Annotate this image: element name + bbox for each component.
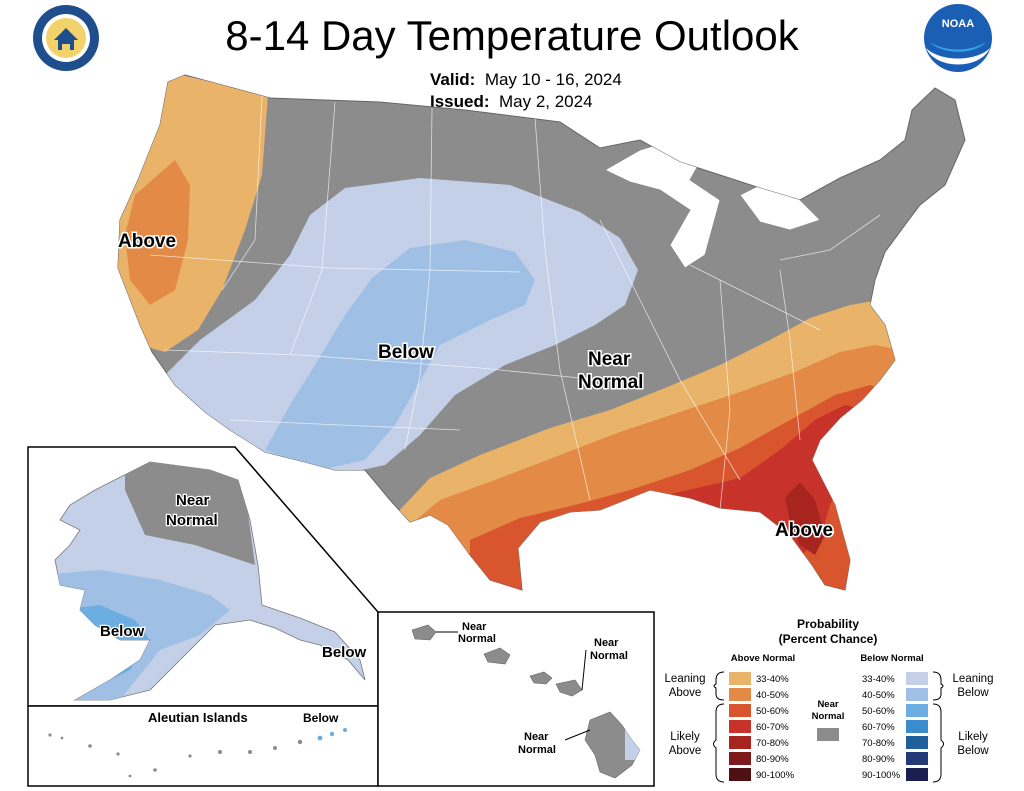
aleutian-inset-frame <box>27 705 379 787</box>
label-below-central: Below <box>378 342 434 363</box>
alaska-near-normal <box>125 462 255 565</box>
label-hawaii-near-a-2: Normal <box>458 633 496 645</box>
label-above-west: Above <box>118 231 176 252</box>
legend-leaning-above-1: Leaning <box>665 673 706 685</box>
legend-above-range-3: 50-60% <box>756 706 789 717</box>
legend-below-header: Below Normal <box>860 653 923 664</box>
hawaii-inset <box>377 611 655 787</box>
legend-above-header: Above Normal <box>731 653 795 664</box>
legend-above-ranges: 33-40% 40-50% 50-60% 60-70% 70-80% 80-90… <box>756 674 795 781</box>
legend-below-swatch-7 <box>906 768 928 781</box>
legend-below-range-1: 33-40% <box>862 674 895 685</box>
legend-above-swatch-6 <box>729 752 751 765</box>
map-labels: Above Below Near Normal Above Near Norma… <box>99 230 835 758</box>
aleutian-inset <box>27 705 379 787</box>
label-near-normal-1: Near <box>588 349 631 370</box>
legend-above-range-5: 70-80% <box>756 738 789 749</box>
legend-above-range-2: 40-50% <box>756 690 789 701</box>
legend-likely-below-2: Below <box>957 745 989 757</box>
legend-title-2: (Percent Chance) <box>779 632 878 646</box>
legend-above-swatch-4 <box>729 720 751 733</box>
legend-title-1: Probability <box>797 617 859 631</box>
legend-near-label-1: Near <box>817 699 838 710</box>
legend-below-range-2: 40-50% <box>862 690 895 701</box>
west-above-40-50 <box>125 160 190 305</box>
legend-above-range-4: 60-70% <box>756 722 789 733</box>
label-hawaii-near-a-1: Near <box>462 621 487 633</box>
legend-likely-above-1: Likely <box>670 731 700 743</box>
label-alaska-near-1: Near <box>176 492 210 509</box>
central-below-40-50 <box>265 240 535 470</box>
svg-text:NOAA: NOAA <box>942 18 974 30</box>
legend-below-swatch-2 <box>906 688 928 701</box>
hawaii-leader-lines <box>436 631 591 741</box>
label-alaska-near-2: Normal <box>166 512 218 529</box>
legend-below-swatch-5 <box>906 736 928 749</box>
label-hawaii-near-b-2: Normal <box>590 650 628 662</box>
legend-near-swatch <box>817 728 839 741</box>
hawaii-big-island <box>584 711 641 779</box>
valid-label: Valid: <box>430 70 476 89</box>
legend-braces <box>713 671 944 783</box>
state-boundaries <box>149 95 881 511</box>
legend-above-range-1: 33-40% <box>756 674 789 685</box>
issued-label: Issued: <box>430 92 490 111</box>
label-hawaii-near-b-1: Near <box>594 637 619 649</box>
legend-likely-above-2: Above <box>669 745 702 757</box>
commerce-seal-icon <box>33 5 99 71</box>
hawaii-islands <box>411 624 583 697</box>
legend: Probability (Percent Chance) Above Norma… <box>665 617 994 783</box>
legend-below-range-4: 60-70% <box>862 722 895 733</box>
label-aleutian-title: Aleutian Islands <box>148 710 248 725</box>
hawaii-big-island-below <box>625 730 640 760</box>
legend-above-swatches <box>729 672 751 781</box>
legend-leaning-below-1: Leaning <box>953 673 994 685</box>
legend-leaning-below-2: Below <box>957 687 989 699</box>
legend-below-range-5: 70-80% <box>862 738 895 749</box>
issued-value: May 2, 2024 <box>498 92 593 111</box>
legend-above-swatch-1 <box>729 672 751 685</box>
aleutian-islands <box>48 733 303 778</box>
alaska-inset <box>27 446 379 707</box>
legend-below-ranges: 33-40% 40-50% 50-60% 60-70% 70-80% 80-90… <box>862 674 901 781</box>
map-title: 8-14 Day Temperature Outlook <box>225 12 799 59</box>
label-above-southeast: Above <box>775 520 833 541</box>
legend-likely-below-1: Likely <box>958 731 988 743</box>
valid-value: May 10 - 16, 2024 <box>484 70 622 89</box>
noaa-logo-icon: NOAA <box>924 4 992 72</box>
legend-below-swatch-1 <box>906 672 928 685</box>
label-aleutian-below: Below <box>303 711 339 725</box>
legend-below-swatch-3 <box>906 704 928 717</box>
label-hawaii-near-c-2: Normal <box>518 744 556 756</box>
legend-below-range-3: 50-60% <box>862 706 895 717</box>
alaska-outline <box>54 461 366 701</box>
legend-below-range-6: 80-90% <box>862 754 895 765</box>
label-alaska-below-west: Below <box>100 623 145 640</box>
aleutian-below-islands <box>317 728 347 741</box>
legend-above-swatch-5 <box>729 736 751 749</box>
legend-near-label-2: Normal <box>812 711 845 722</box>
label-alaska-below-southeast: Below <box>322 644 367 661</box>
legend-above-range-7: 90-100% <box>756 770 795 781</box>
valid-line: Valid: May 10 - 16, 2024 <box>430 70 622 90</box>
issued-line: Issued: May 2, 2024 <box>430 92 593 112</box>
legend-above-swatch-7 <box>729 768 751 781</box>
south-above-70-80 <box>785 482 825 555</box>
label-hawaii-near-c-1: Near <box>524 731 549 743</box>
legend-leaning-above-2: Above <box>669 687 702 699</box>
legend-above-swatch-3 <box>729 704 751 717</box>
legend-group-labels: Leaning Above Likely Above Leaning Below… <box>665 673 994 757</box>
legend-below-swatch-4 <box>906 720 928 733</box>
legend-below-swatch-6 <box>906 752 928 765</box>
legend-above-range-6: 80-90% <box>756 754 789 765</box>
label-near-normal-2: Normal <box>578 372 643 393</box>
legend-below-swatches <box>906 672 928 781</box>
legend-near-normal: Near Normal <box>812 699 845 741</box>
legend-below-range-7: 90-100% <box>862 770 901 781</box>
conus-map <box>117 74 966 591</box>
legend-above-swatch-2 <box>729 688 751 701</box>
